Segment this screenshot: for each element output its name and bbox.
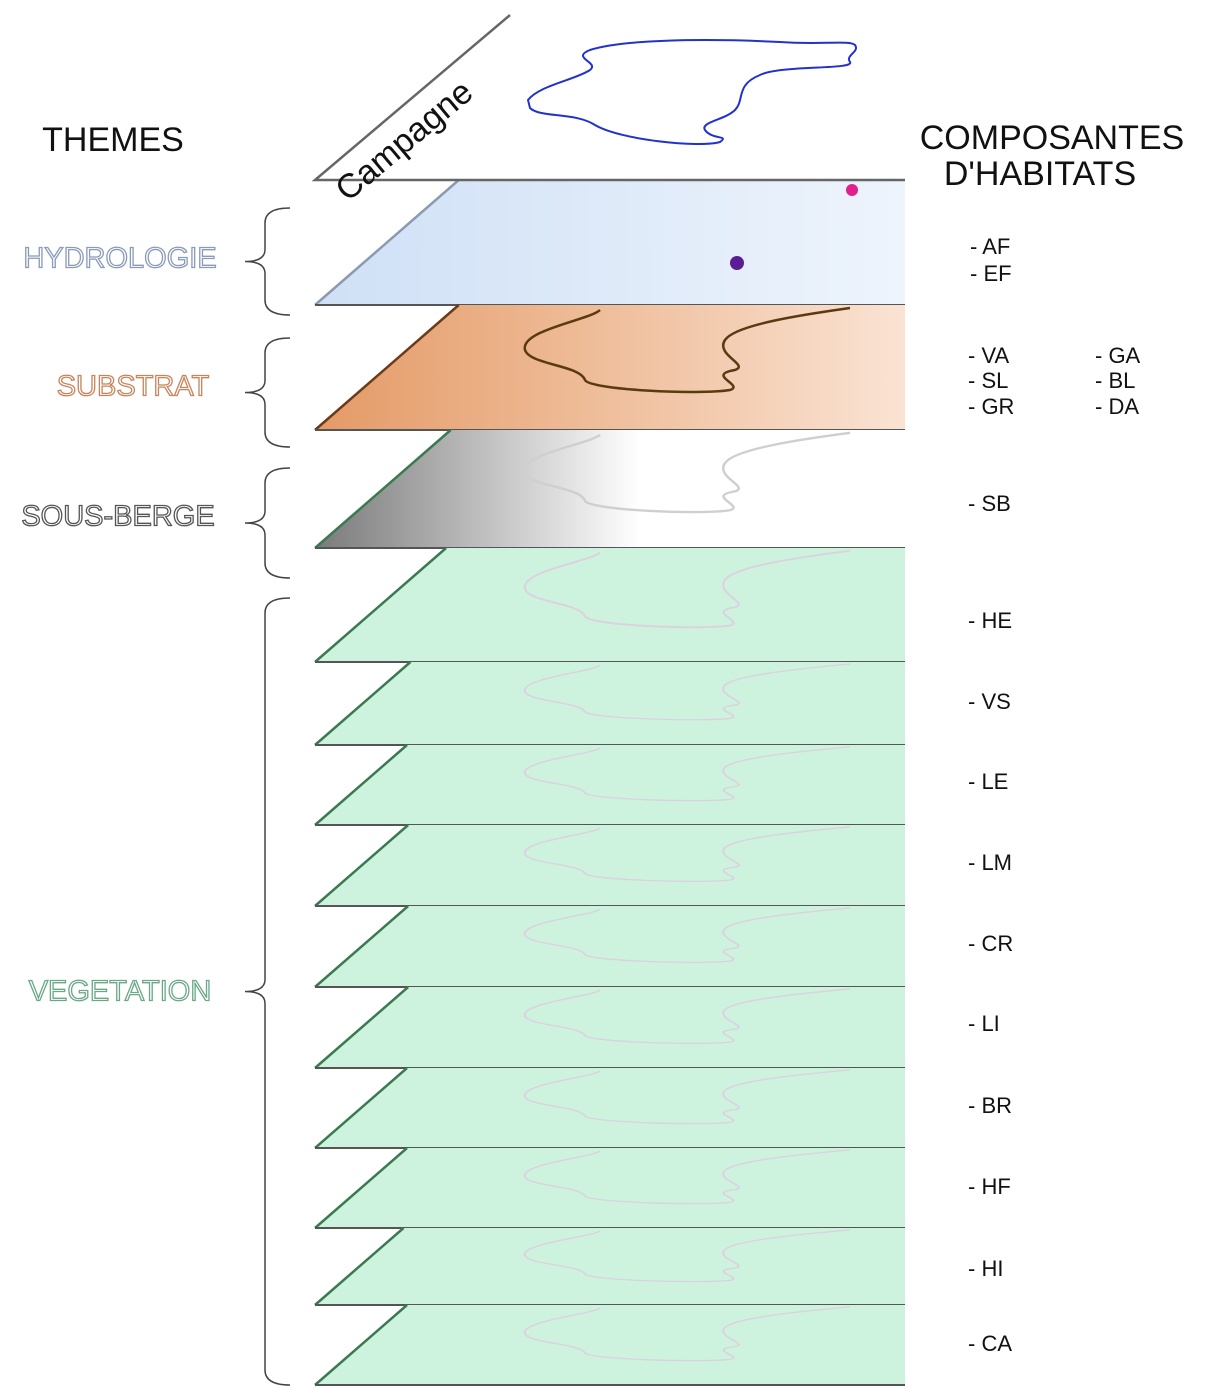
layer-edge bbox=[314, 824, 409, 907]
layer-plane bbox=[315, 987, 905, 1068]
layer-plane bbox=[315, 430, 905, 548]
component-label: - LM bbox=[968, 850, 1012, 875]
layer-plane bbox=[315, 825, 905, 906]
component-label: - CR bbox=[968, 931, 1013, 956]
layer-plane bbox=[315, 1305, 905, 1385]
river-trace bbox=[523, 746, 851, 802]
point-marker bbox=[730, 256, 744, 270]
river-trace bbox=[523, 549, 851, 629]
theme-label: SOUS-BERGE bbox=[21, 501, 214, 533]
component-label: - SL bbox=[968, 368, 1008, 393]
layer-plane bbox=[315, 745, 905, 825]
component-label: - BL bbox=[1095, 368, 1135, 393]
component-label: - DA bbox=[1095, 394, 1139, 419]
layer-plane bbox=[315, 1148, 905, 1228]
right-title: D'HABITATS bbox=[944, 155, 1136, 193]
layer-edge bbox=[314, 905, 409, 988]
layer-edge bbox=[314, 429, 452, 549]
layer-edge bbox=[314, 547, 447, 663]
layer-plane bbox=[315, 906, 905, 987]
left-title: THEMES bbox=[42, 121, 184, 159]
component-label: - AF bbox=[970, 234, 1010, 259]
brace bbox=[244, 337, 291, 448]
component-label: - VS bbox=[968, 689, 1011, 714]
river-trace bbox=[523, 1069, 851, 1125]
layer-plane bbox=[315, 180, 905, 305]
component-label: - BR bbox=[968, 1093, 1012, 1118]
component-label: - SB bbox=[968, 491, 1011, 516]
component-label: - GA bbox=[1095, 343, 1141, 368]
brace bbox=[244, 467, 291, 579]
component-label: - HI bbox=[968, 1256, 1003, 1281]
right-title: COMPOSANTES bbox=[920, 119, 1184, 157]
layer-plane bbox=[315, 662, 905, 745]
theme-label: SUBSTRAT bbox=[57, 371, 210, 403]
river-trace bbox=[523, 826, 851, 882]
theme-label: VEGETATION bbox=[29, 976, 212, 1008]
layer-edge bbox=[314, 179, 460, 306]
brace bbox=[244, 207, 291, 316]
layer-plane bbox=[315, 305, 905, 430]
layer-edge bbox=[314, 986, 409, 1069]
layer-edge bbox=[314, 1227, 405, 1306]
river-trace bbox=[523, 306, 851, 394]
layer-edge bbox=[314, 1147, 408, 1229]
component-label: - VA bbox=[968, 343, 1009, 368]
river-trace bbox=[523, 431, 851, 514]
river-trace bbox=[523, 663, 851, 721]
river-trace bbox=[523, 907, 851, 963]
component-label: - HF bbox=[968, 1174, 1011, 1199]
layer-edge bbox=[314, 304, 460, 431]
top-layer-edge bbox=[311, 14, 905, 182]
layer-edge bbox=[314, 661, 412, 746]
layer-plane bbox=[315, 548, 905, 662]
layer-edge bbox=[314, 744, 408, 826]
component-label: - CA bbox=[968, 1331, 1012, 1356]
layer-edge bbox=[314, 1067, 408, 1149]
theme-label: HYDROLOGIE bbox=[23, 243, 216, 275]
river-trace bbox=[523, 1149, 851, 1205]
layer-stack bbox=[314, 179, 905, 1386]
river-trace bbox=[523, 1229, 851, 1283]
component-label: - HE bbox=[968, 608, 1012, 633]
brace bbox=[244, 597, 291, 1386]
component-label: - LI bbox=[968, 1011, 1000, 1036]
component-label: - EF bbox=[970, 261, 1012, 286]
river-trace bbox=[523, 1306, 851, 1362]
river-outline bbox=[526, 39, 857, 145]
component-label: - GR bbox=[968, 394, 1014, 419]
layer-plane bbox=[315, 1068, 905, 1148]
component-label: - LE bbox=[968, 769, 1008, 794]
point-marker bbox=[846, 184, 858, 196]
layer-plane bbox=[315, 1228, 905, 1305]
layer-edge bbox=[314, 1304, 408, 1386]
river-trace bbox=[523, 988, 851, 1044]
